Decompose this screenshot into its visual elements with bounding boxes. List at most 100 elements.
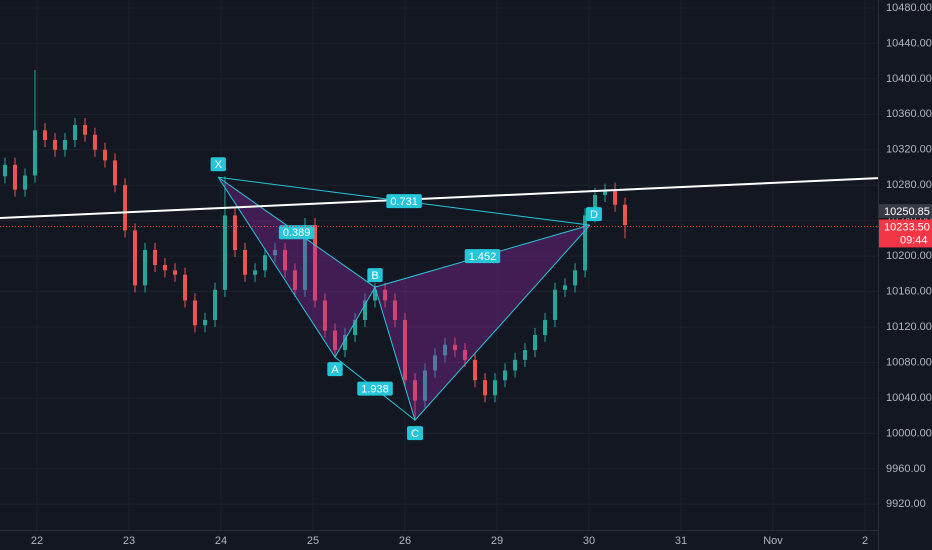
candle-body [283,249,288,271]
candle-body [322,300,327,331]
y-tick-label: 10280.00 [886,179,932,191]
trend-line [0,177,879,220]
price-tag [879,204,932,219]
candle-body [32,130,37,176]
candle-body [243,249,248,275]
candle-body [583,215,588,271]
candle-body [383,289,388,301]
point-label: D [585,207,602,222]
x-tick-label: 22 [31,535,43,547]
candle-body [292,270,297,290]
candle-body [332,330,337,351]
candle-body [192,300,197,326]
ratio-label: 0.389 [278,225,315,240]
candle-body [72,124,77,141]
candle-body [142,249,147,286]
candle-body [413,380,418,401]
candle-body [343,335,348,351]
point-label-box [210,157,226,172]
candle-body [473,359,478,381]
point-label-text: D [590,209,598,221]
candle-body [432,355,437,371]
candle-body [123,185,128,231]
candle-body [573,270,578,286]
point-label: A [327,362,343,377]
candle-body [492,380,497,396]
point-label-box [327,362,343,377]
y-tick-label: 10320.00 [886,144,932,156]
x-tick-label: 23 [123,535,135,547]
pattern-fill [375,225,590,421]
y-tick-label: 10200.00 [886,250,932,262]
candle-body [202,319,207,326]
candle-body [592,194,597,216]
point-label-text: C [411,428,419,440]
candle-body [373,289,378,301]
candle-body [462,350,467,360]
candle-body [543,319,548,336]
candle-body [422,370,427,401]
ratio-label-text: 1.452 [469,251,497,263]
x-tick-label: 25 [307,535,319,547]
y-tick-label: 10080.00 [886,356,932,368]
candle-body [362,300,367,320]
x-tick-label: 30 [583,535,595,547]
y-tick-label: 10040.00 [886,392,932,404]
candle-body [162,265,167,271]
ratio-label-box [357,381,393,396]
candle-body [563,285,568,290]
candle-body [172,270,177,275]
candle-body [552,289,557,320]
candle-body [62,140,67,150]
point-label-box [407,426,424,441]
ratio-label-box [278,225,315,240]
ratio-label-text: 0.389 [283,227,311,239]
ratio-label: 1.452 [464,249,501,264]
ratio-label-text: 1.938 [361,384,389,396]
candle-body [222,215,227,290]
candle-body [262,255,267,271]
candle-body [153,249,158,265]
candle-body [353,319,358,336]
price-tag-text: 10250.85 [884,206,930,218]
candle-body [403,319,408,381]
candle-body [23,175,28,190]
candle-body [12,164,17,190]
candle-body [253,270,258,275]
last-price-tag [879,219,932,248]
candle-body [443,344,448,356]
point-label-box [367,268,383,283]
ratio-label-text: 0.731 [390,196,418,208]
y-tick-label: 9920.00 [886,498,926,510]
y-tick-label: 10160.00 [886,285,932,297]
x-tick-label: Nov [763,535,783,547]
candle-body [603,189,608,195]
last-price-text: 10233.50 [884,221,930,233]
candle-body [232,215,237,250]
point-label: C [407,426,424,441]
candle-body [213,289,218,320]
x-tick-label: 2 [862,535,868,547]
candle-body [452,344,457,351]
x-tick-label: 29 [491,535,503,547]
price-axis [878,0,932,550]
point-label-text: X [215,159,223,171]
candle-body [622,204,627,226]
candle-body [102,149,107,161]
candle-body [513,359,518,371]
candle-body [392,300,397,320]
ratio-label: 1.938 [357,381,393,396]
y-tick-label: 10480.00 [886,2,932,14]
candle-body [522,350,527,360]
candle-body [92,134,97,150]
point-label: X [210,157,226,172]
candle-body [183,274,188,301]
candle-body [273,249,278,256]
countdown-text: 09:44 [900,234,928,246]
candle-body [483,380,488,396]
candle-body [2,164,7,177]
pattern-fill [218,177,376,358]
candle-body [313,225,318,301]
